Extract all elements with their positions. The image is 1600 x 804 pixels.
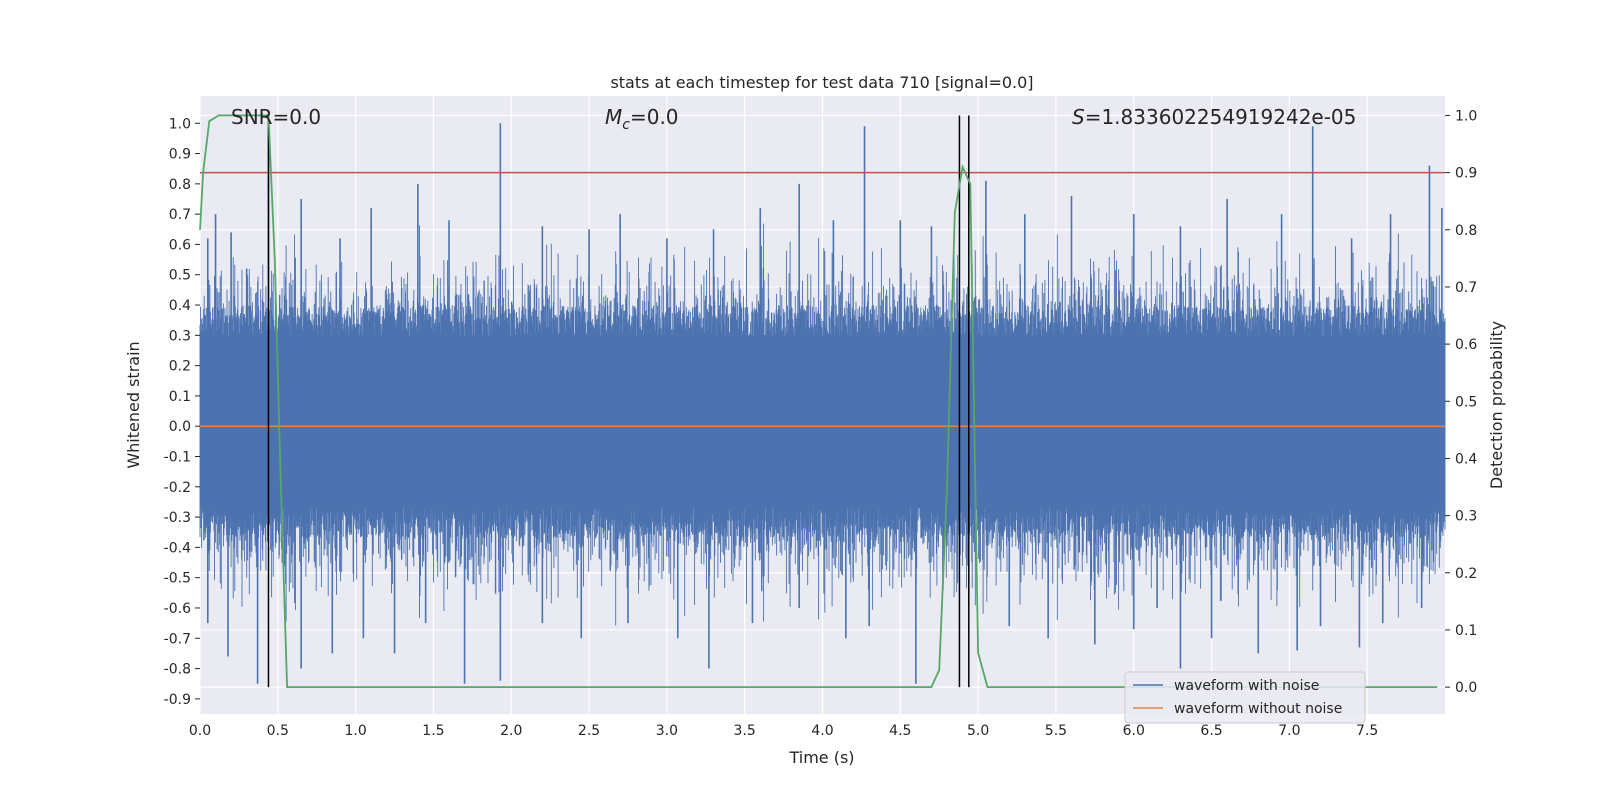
x-tick-label: 0.0: [189, 723, 211, 739]
x-tick-label: 6.0: [1123, 723, 1145, 739]
x-tick-label: 2.0: [500, 723, 522, 739]
y-tick-label: -0.2: [164, 480, 191, 496]
y2-axis-label: Detection probability: [1487, 321, 1506, 489]
noise-layer: [199, 123, 1446, 684]
axes: 0.0 0.5 1.0 1.5 2.0 2.5 3.0 3.5 4.0 4.5 5.0 5.5 6.0 6…: [164, 108, 1478, 739]
y-tick-label: -0.8: [164, 662, 191, 678]
s-annotation: S=1.833602254919242e-05: [1072, 105, 1356, 129]
x-tick-label: 3.0: [656, 723, 678, 739]
s-value: =1.833602254919242e-05: [1085, 105, 1357, 129]
y-tick-label: 0.5: [169, 268, 191, 284]
y-tick-label: -0.7: [164, 631, 191, 647]
x-tick-label: 1.0: [344, 723, 366, 739]
y-tick-label: 0.8: [169, 177, 191, 193]
x-tick-label: 5.0: [967, 723, 989, 739]
legend-label-clean: waveform without noise: [1174, 701, 1342, 717]
y2-tick-label: 0.3: [1455, 509, 1477, 525]
y2-tick-label: 0.0: [1455, 680, 1477, 696]
chart-title: stats at each timestep for test data 710…: [610, 73, 1033, 92]
y2-tick-label: 0.7: [1455, 280, 1477, 296]
y-tick-label: 0.1: [169, 389, 191, 405]
y-tick-label: -0.6: [164, 601, 191, 617]
legend: waveform with noise waveform without noi…: [1124, 671, 1366, 724]
x-tick-label: 1.5: [422, 723, 444, 739]
y-tick-label: 0.7: [169, 207, 191, 223]
x-tick-label: 7.0: [1278, 723, 1300, 739]
x-tick-label: 2.5: [578, 723, 600, 739]
noisy-waveform-core: [200, 335, 1445, 508]
y-tick-label: -0.9: [164, 692, 191, 708]
y-tick-label: -0.3: [164, 510, 191, 526]
chirp-mass-symbol: M: [605, 105, 622, 129]
legend-box: [1124, 671, 1366, 724]
x-tick-label: 6.5: [1200, 723, 1222, 739]
y2-tick-label: 0.5: [1455, 394, 1477, 410]
y-tick-label: 0.3: [169, 328, 191, 344]
detection-probability-line: [199, 114, 1438, 688]
chirp-mass-value: =0.0: [630, 105, 679, 129]
y-tick-label: 1.0: [169, 116, 191, 132]
y-tick-label: 0.9: [169, 147, 191, 163]
y2-tick-label: 0.1: [1455, 623, 1477, 639]
y-axis-label: Whitened strain: [124, 341, 143, 468]
y2-tick-label: 0.6: [1455, 337, 1477, 353]
y-tick-label: 0.6: [169, 237, 191, 253]
overlay: [199, 114, 1445, 688]
chirp-mass-subscript: c: [622, 117, 630, 133]
x-tick-label: 4.5: [889, 723, 911, 739]
y-tick-label: -0.4: [164, 540, 191, 556]
y2-tick-label: 1.0: [1455, 108, 1477, 124]
x-tick-label: 5.5: [1045, 723, 1067, 739]
y-tick-label: -0.5: [164, 571, 191, 587]
y2-tick-label: 0.8: [1455, 223, 1477, 239]
snr-annotation: SNR=0.0: [231, 105, 321, 129]
y2-tick-label: 0.9: [1455, 166, 1477, 182]
y-tick-label: -0.1: [164, 450, 191, 466]
x-tick-label: 0.5: [267, 723, 289, 739]
y-tick-label: 0.4: [169, 298, 191, 314]
y-tick-label: 0.2: [169, 359, 191, 375]
chirp-mass-annotation: Mc=0.0: [605, 105, 679, 133]
legend-label-noise: waveform with noise: [1174, 678, 1319, 694]
x-tick-label: 4.0: [811, 723, 833, 739]
y2-tick-label: 0.4: [1455, 451, 1477, 467]
x-tick-label: 3.5: [734, 723, 756, 739]
x-tick-label: 7.5: [1356, 723, 1378, 739]
s-symbol: S: [1072, 105, 1085, 129]
x-axis-label: Time (s): [788, 748, 854, 767]
y2-tick-label: 0.2: [1455, 566, 1477, 582]
y-tick-label: 0.0: [169, 419, 191, 435]
